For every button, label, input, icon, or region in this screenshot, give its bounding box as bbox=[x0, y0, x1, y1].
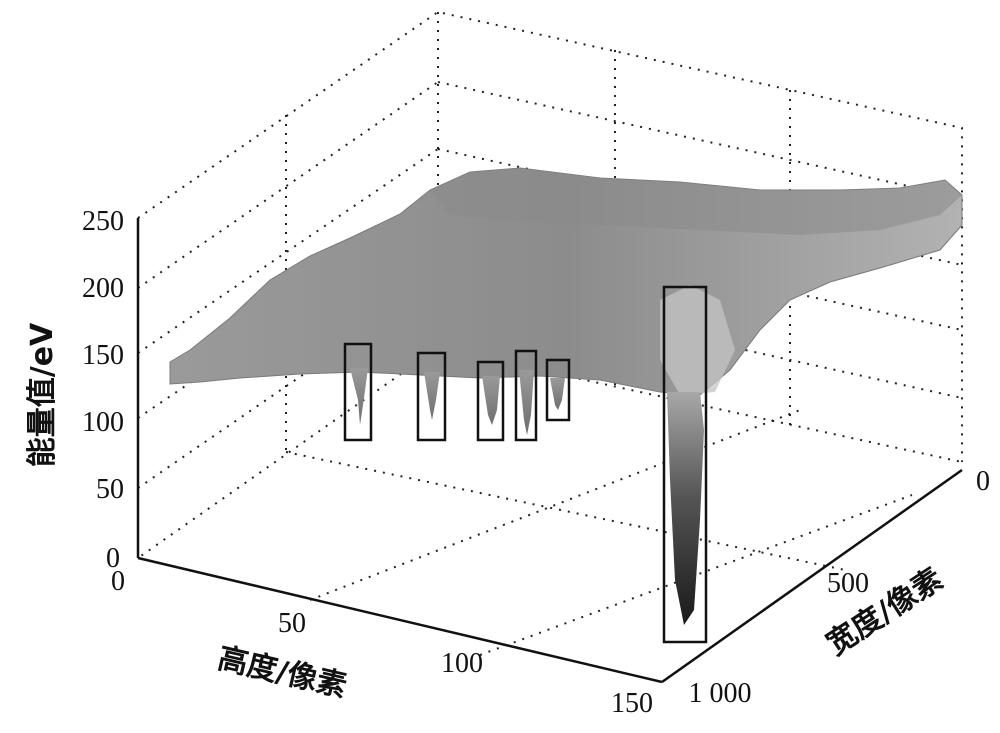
surface-dips bbox=[350, 368, 704, 625]
z-tick-100: 100 bbox=[82, 407, 124, 438]
z-tick-0: 0 bbox=[106, 543, 120, 574]
y-axis-ticks: 0 500 1 000 bbox=[689, 466, 991, 709]
x-tick-150: 150 bbox=[611, 688, 653, 719]
z-tick-50: 50 bbox=[96, 474, 124, 505]
y-tick-500: 500 bbox=[827, 568, 869, 599]
y-tick-1000: 1 000 bbox=[689, 678, 752, 709]
x-axis-ticks: 0 50 100 150 bbox=[111, 566, 653, 719]
z-tick-250: 250 bbox=[82, 206, 124, 237]
highlight-box-6 bbox=[662, 285, 708, 644]
highlight-box-5 bbox=[545, 358, 571, 422]
z-axis-ticks: 0 50 100 150 200 250 bbox=[82, 206, 124, 574]
z-axis-label: 能量值/eV bbox=[25, 322, 60, 467]
axes bbox=[136, 218, 963, 684]
highlight-boxes bbox=[343, 285, 708, 644]
highlight-box-2 bbox=[416, 351, 447, 442]
x-tick-0: 0 bbox=[111, 566, 125, 597]
x-tick-100: 100 bbox=[441, 648, 483, 679]
x-tick-50: 50 bbox=[278, 608, 306, 639]
highlight-box-4 bbox=[514, 349, 538, 442]
highlight-box-1 bbox=[343, 342, 373, 442]
highlight-box-3 bbox=[476, 360, 505, 442]
energy-surface bbox=[169, 167, 963, 396]
y-tick-0: 0 bbox=[976, 466, 990, 497]
z-tick-150: 150 bbox=[82, 340, 124, 371]
z-tick-200: 200 bbox=[82, 273, 124, 304]
x-axis-label: 高度/像素 bbox=[214, 641, 349, 705]
